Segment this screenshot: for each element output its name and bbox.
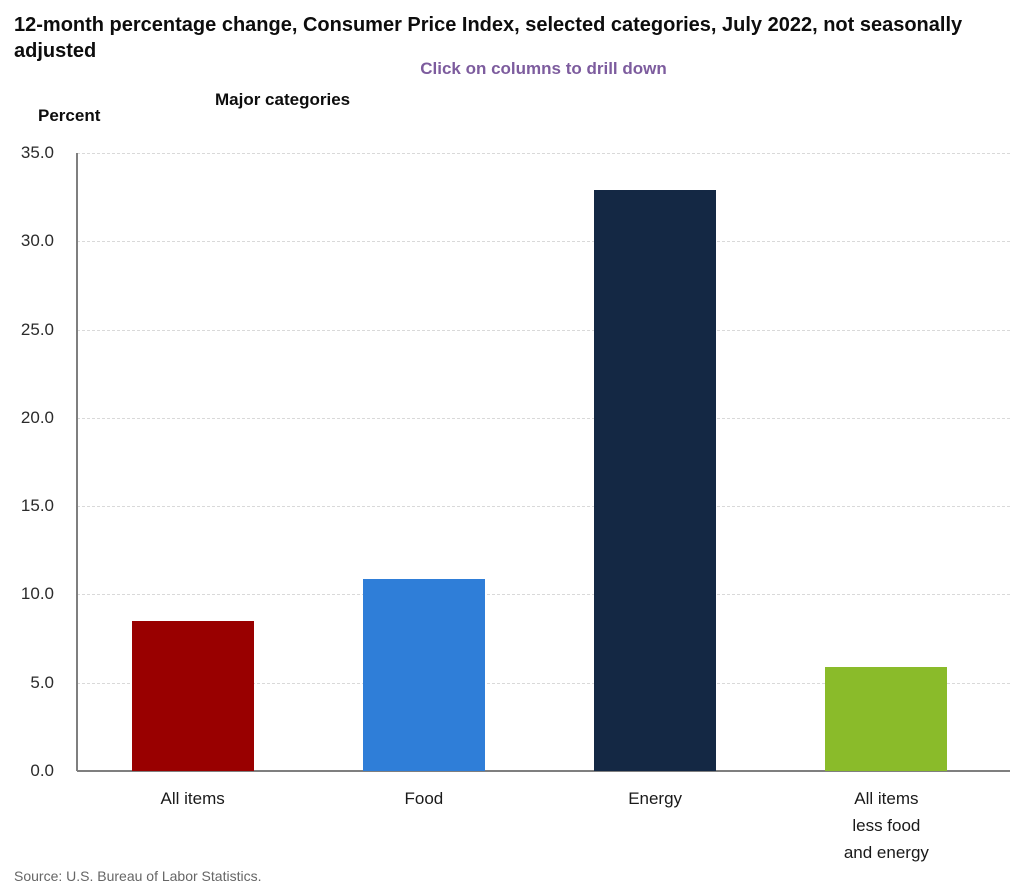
x-axis-label-line: All items xyxy=(854,789,919,808)
gridline-5.0 xyxy=(77,682,1010,684)
y-axis-title: Percent xyxy=(38,106,101,125)
x-axis-label-energy: Energy xyxy=(545,785,765,812)
bar-energy[interactable] xyxy=(594,190,717,771)
x-axis-label-all-items-less-food-and-energy: All items less food and energy xyxy=(776,785,996,866)
x-axis-label-line: and energy xyxy=(843,843,929,862)
y-tick-label-10.0: 10.0 xyxy=(20,584,54,604)
gridline-10.0 xyxy=(77,594,1010,596)
x-axis-label-line: All items xyxy=(160,789,225,808)
y-axis-line xyxy=(76,153,78,771)
x-axis-label-food: Food xyxy=(314,785,534,812)
drilldown-instruction: Click on columns to drill down xyxy=(420,59,667,78)
x-axis-label-line: less food xyxy=(852,816,921,835)
x-axis-label-line: Food xyxy=(404,789,444,808)
gridline-25.0 xyxy=(77,329,1010,331)
gridline-15.0 xyxy=(77,506,1010,508)
y-tick-label-25.0: 25.0 xyxy=(20,319,54,339)
bar-all-items-less-food-and-energy[interactable] xyxy=(825,666,948,771)
gridline-20.0 xyxy=(77,417,1010,419)
x-axis-line xyxy=(77,770,1010,772)
y-tick-label-0.0: 0.0 xyxy=(30,761,54,780)
source-note: Source: U.S. Bureau of Labor Statistics. xyxy=(14,868,262,884)
bar-food[interactable] xyxy=(362,578,485,771)
y-tick-label-15.0: 15.0 xyxy=(20,496,54,516)
y-tick-label-35.0: 35.0 xyxy=(20,143,54,162)
x-axis-label-line: Energy xyxy=(628,789,683,808)
gridline-30.0 xyxy=(77,241,1010,243)
x-axis-title: Major categories xyxy=(215,90,351,109)
y-tick-label-30.0: 30.0 xyxy=(20,231,54,251)
chart-title: 12-month percentage change, Consumer Pri… xyxy=(14,14,963,62)
bar-all-items[interactable] xyxy=(131,620,254,771)
y-tick-label-20.0: 20.0 xyxy=(20,407,54,427)
y-tick-label-5.0: 5.0 xyxy=(30,672,54,692)
x-axis-label-all-items: All items xyxy=(83,785,303,812)
gridline-35.0 xyxy=(77,153,1010,154)
